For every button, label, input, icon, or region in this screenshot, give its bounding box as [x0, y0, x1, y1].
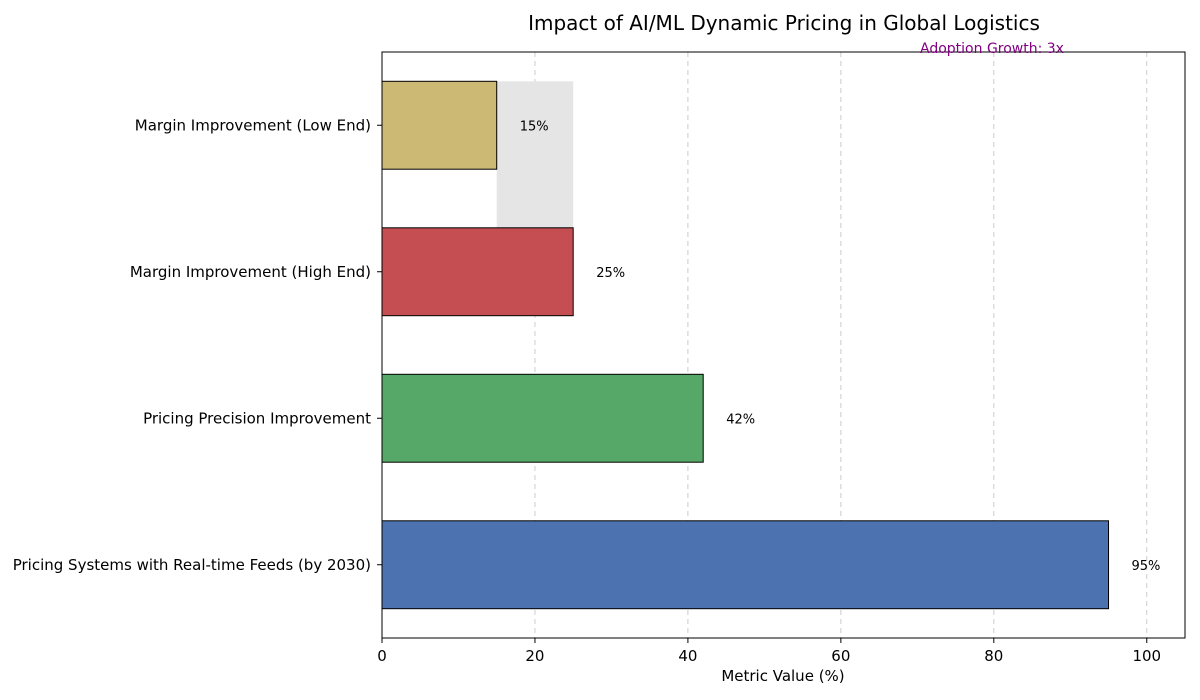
x-tick-label-80: 80	[984, 647, 1003, 665]
bar-1	[381, 80, 498, 170]
bar-2	[381, 227, 574, 317]
x-tick-label-60: 60	[831, 647, 850, 665]
bar-3	[381, 373, 704, 463]
category-label-4: Pricing Systems with Real-time Feeds (by…	[13, 556, 371, 574]
data-label-1: 15%	[520, 119, 549, 134]
data-label-2: 25%	[596, 266, 625, 281]
bars-layer	[381, 80, 1110, 610]
data-labels-layer: 15% 25% 42% 95%	[520, 119, 1161, 574]
x-tick-label-40: 40	[678, 647, 697, 665]
x-tick-label-20: 20	[525, 647, 544, 665]
data-label-4: 95%	[1132, 559, 1161, 574]
category-label-3: Pricing Precision Improvement	[143, 409, 371, 427]
bar-4	[381, 520, 1110, 610]
category-labels-layer: Margin Improvement (Low End) Margin Impro…	[13, 116, 382, 574]
x-axis-label: Metric Value (%)	[721, 667, 844, 685]
x-ticks-layer: 0 20 40 60 80 100	[377, 638, 1161, 665]
range-band-layer	[496, 81, 574, 228]
x-tick-label-0: 0	[377, 647, 387, 665]
margin-range-band	[496, 81, 574, 228]
data-label-3: 42%	[726, 412, 755, 427]
plot-frame	[381, 51, 1186, 639]
chart-title: Impact of AI/ML Dynamic Pricing in Globa…	[528, 11, 1040, 35]
category-label-2: Margin Improvement (High End)	[130, 263, 371, 281]
category-label-1: Margin Improvement (Low End)	[135, 116, 371, 134]
adoption-annotation: Adoption Growth: 3x	[920, 41, 1064, 57]
x-tick-label-100: 100	[1132, 647, 1161, 665]
